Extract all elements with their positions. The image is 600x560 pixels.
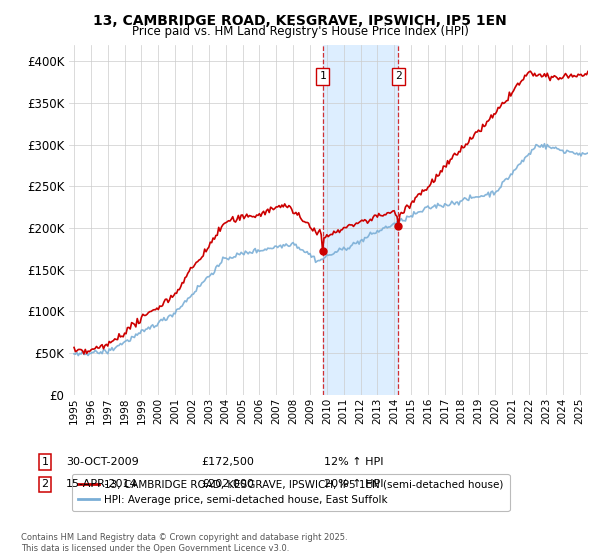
Text: 20% ↑ HPI: 20% ↑ HPI [324,479,383,489]
Text: £202,000: £202,000 [201,479,254,489]
Text: 15-APR-2014: 15-APR-2014 [66,479,137,489]
Text: 30-OCT-2009: 30-OCT-2009 [66,457,139,467]
Text: 12% ↑ HPI: 12% ↑ HPI [324,457,383,467]
Text: 2: 2 [395,72,402,81]
Text: Price paid vs. HM Land Registry's House Price Index (HPI): Price paid vs. HM Land Registry's House … [131,25,469,38]
Text: £172,500: £172,500 [201,457,254,467]
Text: 2: 2 [41,479,49,489]
Text: 1: 1 [41,457,49,467]
Text: 13, CAMBRIDGE ROAD, KESGRAVE, IPSWICH, IP5 1EN: 13, CAMBRIDGE ROAD, KESGRAVE, IPSWICH, I… [93,14,507,28]
Legend: 13, CAMBRIDGE ROAD, KESGRAVE, IPSWICH, IP5 1EN (semi-detached house), HPI: Avera: 13, CAMBRIDGE ROAD, KESGRAVE, IPSWICH, I… [71,474,509,511]
Text: Contains HM Land Registry data © Crown copyright and database right 2025.
This d: Contains HM Land Registry data © Crown c… [21,533,347,553]
Bar [323,45,398,395]
Text: 1: 1 [319,72,326,81]
